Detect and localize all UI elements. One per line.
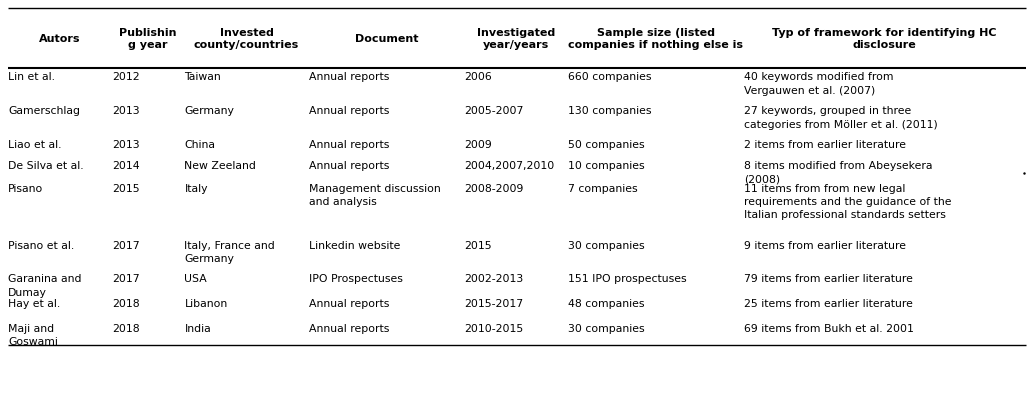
Text: Typ of framework for identifying HC
disclosure: Typ of framework for identifying HC disc… [773, 28, 997, 50]
Text: 151 IPO prospectuses: 151 IPO prospectuses [568, 274, 687, 284]
Text: 2 items from earlier literature: 2 items from earlier literature [744, 140, 905, 150]
Text: 25 items from earlier literature: 25 items from earlier literature [744, 299, 913, 309]
Text: Annual reports: Annual reports [309, 323, 390, 333]
Text: 40 keywords modified from
Vergauwen et al. (2007): 40 keywords modified from Vergauwen et a… [744, 72, 893, 95]
Text: Annual reports: Annual reports [309, 299, 390, 309]
Text: Liao et al.: Liao et al. [8, 140, 62, 150]
Text: China: China [184, 140, 215, 150]
Text: 2008-2009: 2008-2009 [464, 183, 523, 193]
Text: 50 companies: 50 companies [568, 140, 644, 150]
Text: 2013: 2013 [112, 106, 140, 116]
Text: Gamerschlag: Gamerschlag [8, 106, 80, 116]
Text: Invested
county/countries: Invested county/countries [194, 28, 299, 50]
Text: 2015-2017: 2015-2017 [464, 299, 523, 309]
Text: Taiwan: Taiwan [184, 72, 221, 82]
Text: 2017: 2017 [112, 240, 140, 250]
Text: 9 items from earlier literature: 9 items from earlier literature [744, 240, 905, 250]
Text: Pisano: Pisano [8, 183, 44, 193]
Text: Italy, France and
Germany: Italy, France and Germany [184, 240, 276, 263]
Text: Germany: Germany [184, 106, 234, 116]
Text: 30 companies: 30 companies [568, 240, 644, 250]
Text: New Zeeland: New Zeeland [184, 161, 256, 171]
Text: Italy: Italy [184, 183, 208, 193]
Text: Annual reports: Annual reports [309, 140, 390, 150]
Text: Management discussion
and analysis: Management discussion and analysis [309, 183, 440, 206]
Text: 2009: 2009 [464, 140, 492, 150]
Text: De Silva et al.: De Silva et al. [8, 161, 84, 171]
Text: Linkedin website: Linkedin website [309, 240, 400, 250]
Text: 2018: 2018 [112, 323, 140, 333]
Text: USA: USA [184, 274, 207, 284]
Text: 2013: 2013 [112, 140, 140, 150]
Text: India: India [184, 323, 211, 333]
Text: 2005-2007: 2005-2007 [464, 106, 523, 116]
Text: 2015: 2015 [112, 183, 140, 193]
Text: 48 companies: 48 companies [568, 299, 644, 309]
Text: Maji and
Goswami: Maji and Goswami [8, 323, 58, 347]
Text: 2006: 2006 [464, 72, 492, 82]
Text: 27 keywords, grouped in three
categories from Möller et al. (2011): 27 keywords, grouped in three categories… [744, 106, 938, 129]
Text: 10 companies: 10 companies [568, 161, 644, 171]
Text: Investigated
year/years: Investigated year/years [477, 28, 555, 50]
Text: Autors: Autors [39, 34, 81, 44]
Text: 2010-2015: 2010-2015 [464, 323, 523, 333]
Text: 11 items from from new legal
requirements and the guidance of the
Italian profes: 11 items from from new legal requirement… [744, 183, 951, 220]
Text: Publishin
g year: Publishin g year [119, 28, 177, 50]
Text: IPO Prospectuses: IPO Prospectuses [309, 274, 403, 284]
Text: 2002-2013: 2002-2013 [464, 274, 523, 284]
Text: 69 items from Bukh et al. 2001: 69 items from Bukh et al. 2001 [744, 323, 914, 333]
Text: 30 companies: 30 companies [568, 323, 644, 333]
Text: Document: Document [354, 34, 419, 44]
Text: Garanina and
Dumay: Garanina and Dumay [8, 274, 82, 297]
Text: 2018: 2018 [112, 299, 140, 309]
Text: 2012: 2012 [112, 72, 140, 82]
Text: 130 companies: 130 companies [568, 106, 652, 116]
Text: Hay et al.: Hay et al. [8, 299, 60, 309]
Text: 2004,2007,2010: 2004,2007,2010 [464, 161, 554, 171]
Text: Annual reports: Annual reports [309, 72, 390, 82]
Text: Pisano et al.: Pisano et al. [8, 240, 75, 250]
Text: 2014: 2014 [112, 161, 140, 171]
Text: Annual reports: Annual reports [309, 161, 390, 171]
Text: 79 items from earlier literature: 79 items from earlier literature [744, 274, 913, 284]
Text: 7 companies: 7 companies [568, 183, 637, 193]
Text: Lin et al.: Lin et al. [8, 72, 55, 82]
Text: 8 items modified from Abeysekera
(2008): 8 items modified from Abeysekera (2008) [744, 161, 932, 184]
Text: Sample size (listed
companies if nothing else is: Sample size (listed companies if nothing… [569, 28, 743, 50]
Text: 2015: 2015 [464, 240, 492, 250]
Text: Annual reports: Annual reports [309, 106, 390, 116]
Text: Libanon: Libanon [184, 299, 228, 309]
Text: 660 companies: 660 companies [568, 72, 652, 82]
Text: 2017: 2017 [112, 274, 140, 284]
